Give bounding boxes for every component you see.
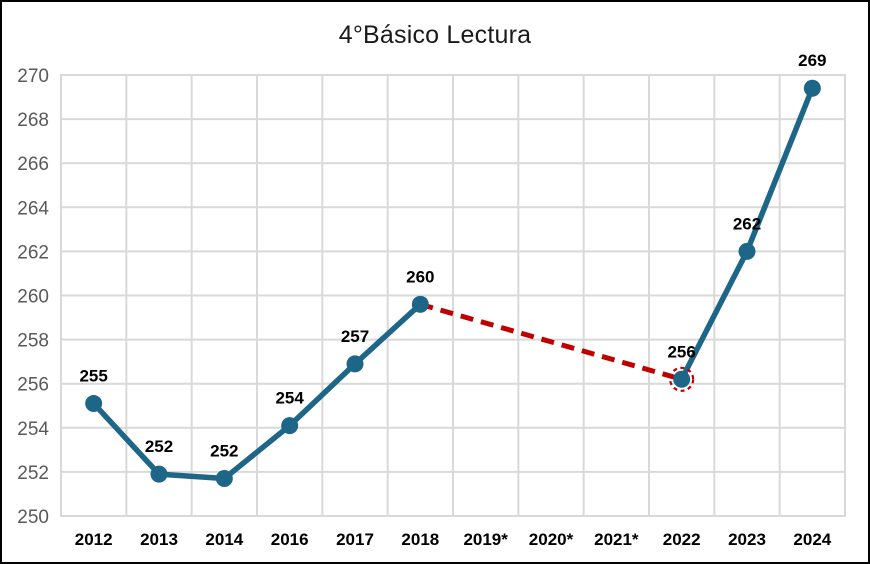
x-axis-label: 2021*	[594, 530, 639, 549]
data-point-marker	[411, 295, 429, 313]
data-point-marker	[85, 395, 103, 413]
x-axis-label: 2014	[205, 530, 243, 549]
y-axis-label: 264	[17, 198, 49, 219]
y-axis-label: 256	[17, 375, 49, 396]
y-axis-label: 258	[17, 331, 49, 352]
plot-border	[60, 74, 846, 517]
data-point-marker	[281, 417, 299, 435]
x-axis-label: 2012	[75, 530, 113, 549]
y-axis-label: 260	[17, 287, 49, 308]
chart-title: 4°Básico Lectura	[338, 21, 532, 49]
y-axis-label: 270	[17, 66, 49, 87]
data-point-marker	[738, 242, 756, 260]
y-axis-label: 266	[17, 154, 49, 175]
highlight-ring	[669, 366, 695, 392]
data-point-label: 252	[210, 442, 238, 461]
y-axis-label: 252	[17, 463, 49, 484]
x-axis-label: 2023	[728, 530, 766, 549]
data-point-marker	[346, 355, 364, 373]
x-axis-label: 2024	[793, 530, 831, 549]
x-axis-label: 2020*	[529, 530, 574, 549]
data-point-label: 254	[275, 389, 304, 408]
x-axis-label: 2022	[663, 530, 701, 549]
data-point-label: 269	[798, 51, 826, 70]
y-axis-label: 250	[17, 507, 49, 528]
data-point-marker	[803, 79, 821, 97]
x-axis-label: 2017	[336, 530, 374, 549]
x-axis-label: 2018	[401, 530, 439, 549]
data-point-label: 257	[341, 327, 369, 346]
x-axis-label: 2013	[140, 530, 178, 549]
data-point-label: 262	[733, 214, 761, 233]
data-point-label: 255	[79, 367, 107, 386]
data-point-label: 252	[145, 437, 173, 456]
x-axis-label: 2016	[271, 530, 309, 549]
series-line	[678, 85, 816, 383]
y-axis-label: 268	[17, 110, 49, 131]
y-axis-label: 254	[17, 419, 49, 440]
data-point-marker	[215, 470, 233, 488]
y-axis-label: 262	[17, 242, 49, 263]
data-point-marker	[150, 465, 168, 483]
series-line	[90, 301, 424, 482]
bridge-line	[419, 301, 683, 382]
data-point-label: 260	[406, 267, 434, 286]
data-point-marker	[673, 370, 691, 388]
x-axis-label: 2019*	[463, 530, 508, 549]
data-point-label: 256	[667, 342, 695, 361]
